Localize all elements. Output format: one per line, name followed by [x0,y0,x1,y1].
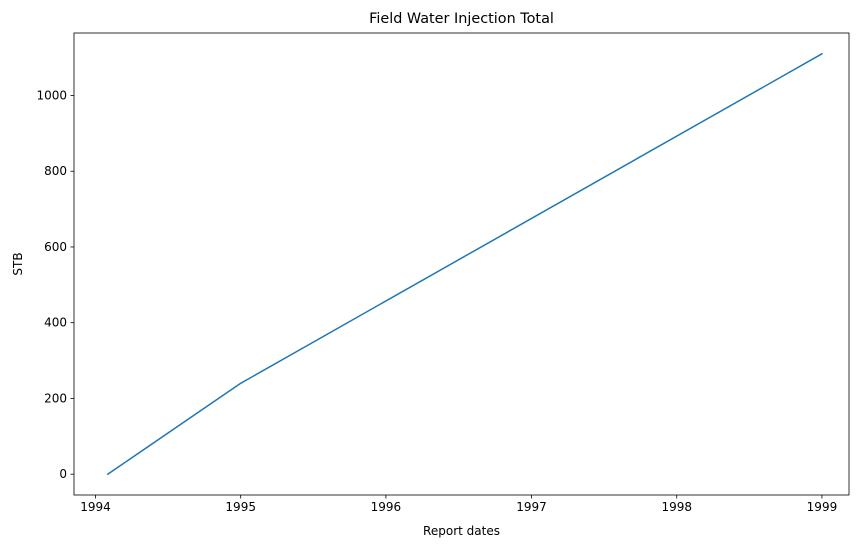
y-tick-label: 600 [44,240,67,254]
y-tick-label: 200 [44,391,67,405]
y-tick-label: 0 [59,467,67,481]
x-tick-label: 1994 [80,500,111,514]
y-axis-label: STB [11,252,25,275]
x-tick-label: 1997 [516,500,547,514]
y-tick-label: 400 [44,316,67,330]
x-axis-label: Report dates [423,524,500,538]
y-tick-label: 1000 [36,88,67,102]
x-tick-label: 1995 [225,500,256,514]
plot-frame [73,32,850,496]
x-tick-label: 1996 [371,500,402,514]
chart-title: Field Water Injection Total [369,11,554,27]
plot-area [74,33,849,495]
x-axis: 1994 1995 1996 1997 1998 1999 [80,495,837,514]
series-line [106,52,823,476]
series-layer [106,52,823,476]
y-axis: 0 200 400 600 800 1000 [36,88,74,481]
y-tick-label: 800 [44,164,67,178]
x-tick-label: 1999 [807,500,838,514]
x-tick-label: 1998 [661,500,692,514]
